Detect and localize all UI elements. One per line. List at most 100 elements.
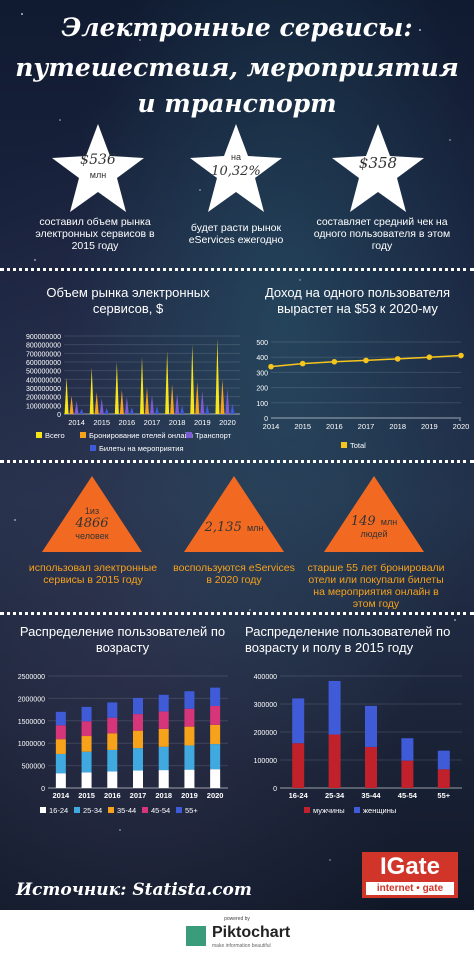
y-tick-label: 800000000 [26,343,61,350]
bar-segment-женщины [437,750,450,770]
logo-sub: internet • gate [366,882,454,895]
bar-Всего [190,344,195,414]
legend-swatch [176,807,182,813]
triangle-icon [324,476,424,552]
x-tick-label: 2018 [169,418,186,427]
triangle-icon [184,476,284,552]
bar-segment-мужчины [328,734,341,788]
title-line-1: Электронные сервисы: [61,13,413,42]
bar-Всего [64,377,69,414]
triangle-caption: старше 55 лет бронировали отели или поку… [307,562,445,610]
bar-segment-25-34 [184,745,195,770]
bar-Всего [89,367,94,414]
bar-segment-женщины [292,698,305,744]
bar-Билеты на мероприятия [104,407,109,414]
divider [0,460,474,463]
data-point [268,363,274,370]
bar-Билеты на мероприятия [79,408,84,414]
data-point [363,357,369,364]
x-tick-label: 55+ [437,791,450,800]
bar-segment-45-54 [158,711,169,729]
y-tick-label: 400 [256,355,268,362]
bar-segment-16-24 [107,771,118,788]
x-tick-label: 45-54 [398,791,418,800]
x-tick-label: 2019 [194,418,211,427]
bar-segment-16-24 [81,772,92,788]
bar-segment-женщины [328,680,341,735]
bar-segment-25-34 [55,753,66,774]
legend-swatch [74,807,80,813]
y-tick-label: 100000 [254,758,277,765]
age-gender-chart: 0 100000 200000 300000 400000 16-24 25-34 35-44… [254,674,462,815]
legend-swatch [341,442,347,448]
star-prefix: на [231,152,241,162]
x-tick-label: 2016 [326,422,343,431]
bar-Бронирование отелей онлайн [195,381,200,414]
bar-segment-мужчины [401,760,414,788]
star-value: $358 [358,154,398,172]
legend-swatch [36,432,42,438]
bar-Транспорт [150,394,154,414]
bar-Билеты на мероприятия [205,404,210,414]
bar-segment-45-54 [107,717,118,734]
powered-by: powered by [224,916,250,922]
y-tick-label: 300000000 [26,386,61,393]
y-tick-label: 300 [256,370,268,377]
y-tick-label: 600000000 [26,360,61,367]
bar-Всего [114,362,119,414]
bar-segment-45-54 [81,721,92,737]
title-line-3: и транспорт [137,89,337,118]
bar-segment-45-54 [210,706,221,725]
bar-Всего [165,350,170,414]
divider [0,612,474,615]
piktochart-name[interactable]: Piktochart [212,924,291,941]
x-tick-label: 2017 [358,422,375,431]
legend-label: Билеты на мероприятия [99,444,184,453]
legend-label: Бронирование отелей онлайн [89,431,193,440]
bar-segment-55+ [133,697,143,715]
age-distribution-chart: 0 500000 1000000 1500000 2000000 2500000 2014 2… [18,674,228,815]
legend-swatch [354,807,360,813]
logo-main: IGate [379,853,441,880]
y-tick-label: 200 [256,386,268,393]
x-tick-label: 25-34 [325,791,345,800]
bar-Транспорт [175,393,180,414]
y-tick-label: 0 [41,786,45,793]
legend-label: мужчины [313,806,345,815]
bar-segment-55+ [55,711,66,726]
bar-Бронирование отелей онлайн [220,379,225,414]
y-tick-label: 500 [256,340,268,347]
bar-segment-45-54 [55,725,66,740]
legend-label: Всего [45,431,65,440]
bar-segment-25-34 [107,749,118,772]
legend-label: Total [350,441,366,450]
bar-segment-мужчины [365,746,377,788]
legend-swatch [40,807,46,813]
legend-label: Транспорт [195,431,232,440]
bar-segment-мужчины [292,743,305,788]
bar-segment-женщины [365,705,377,747]
x-tick-label: 2015 [294,422,311,431]
bar-Бронирование отелей онлайн [119,389,124,414]
bar-Билеты на мероприятия [155,406,159,414]
y-tick-label: 500000 [22,764,45,771]
x-tick-label: 2015 [93,418,110,427]
triangle-line-1: 1из [84,506,100,516]
star-badge-growth: на 10,32% [188,122,284,218]
bar-segment-55+ [81,706,92,722]
legend-swatch [108,807,114,813]
x-tick-label: 2014 [263,422,280,431]
bar-Бронирование отелей онлайн [94,392,99,414]
triangle-text: 149 млн людей [322,510,426,539]
y-tick-label: 400000 [254,674,277,681]
triangle-caption: использовал электронные сервисы в 2015 г… [28,562,158,586]
bar-segment-35-44 [210,724,221,745]
star-field [0,0,474,910]
x-tick-label: 2018 [389,422,406,431]
bar-segment-16-24 [210,769,221,788]
star-value: 10,32% [211,164,261,179]
igate-logo[interactable]: IGate internet • gate [362,852,458,898]
data-point [394,356,401,362]
bar-segment-25-34 [158,746,169,771]
bar-segment-16-24 [184,769,195,788]
